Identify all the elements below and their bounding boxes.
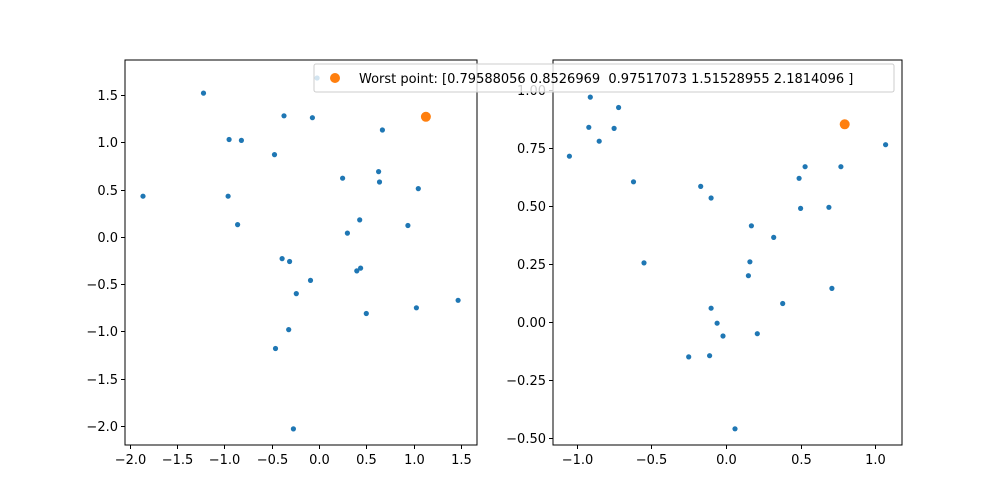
data-point [344,230,350,236]
data-point [611,125,617,131]
data-point [771,234,777,240]
y-tick-label: −1.5 [86,373,118,388]
y-tick-label: −1.0 [86,325,118,340]
x-tick-label: 1.0 [865,453,886,468]
x-tick-label: −0.5 [257,453,289,468]
data-point [286,327,292,333]
axes-frame [552,59,903,446]
data-point [732,426,738,432]
data-point [415,186,421,192]
y-tick-label: 0.5 [97,184,118,199]
data-point [379,127,385,133]
data-point [354,268,360,274]
right-scatter-plot: −1.0 −0.5 0.0 0.5 1.0 −0.50 −0.25 0.00 0.25 0.50 0… [506,59,903,468]
data-point [455,297,461,303]
data-point [798,205,804,211]
data-point [698,183,704,189]
legend-marker-worst-point [330,73,340,83]
data-point [225,193,231,199]
x-tick-label: 0.5 [356,453,377,468]
worst-point-marker [839,119,850,130]
data-point [358,265,364,271]
legend: Worst point: [0.79588056 0.8526969 0.975… [313,63,895,93]
data-point [780,300,786,307]
legend-label-worst-point: Worst point: [0.79588056 0.8526969 0.975… [359,72,853,87]
y-tick-label: −0.50 [506,432,546,447]
y-tick-label: 1.0 [97,136,118,151]
y-tick-label: −0.5 [86,278,118,293]
data-point [272,345,279,352]
data-point [226,136,232,143]
y-tick-label: 0.50 [517,200,546,215]
data-point [413,305,419,311]
data-point [357,217,363,223]
worst-point-marker [420,111,431,122]
x-tick-label: 1.0 [404,453,425,468]
data-point [708,305,714,311]
data-point [279,256,285,262]
x-tick-label: 0.0 [309,453,330,468]
x-tick-label: 0.5 [791,453,812,468]
y-tick-label: 0.0 [97,231,118,246]
y-tick-label: −0.25 [506,374,546,389]
data-point [405,222,411,229]
data-point [596,138,602,144]
data-point [235,222,241,228]
data-point [376,169,382,175]
x-tick-label: −1.0 [562,453,594,468]
data-point [290,426,296,432]
data-point [708,195,714,201]
data-point [641,260,647,266]
x-tick-label: 1.5 [451,453,472,468]
y-tick-label: −2.0 [86,420,118,435]
data-point [754,331,760,337]
data-point [802,164,808,170]
data-point [307,277,314,283]
data-point [309,115,315,121]
data-point [720,333,726,339]
legend-frame [313,63,895,93]
data-point [200,90,207,96]
data-point [796,175,802,181]
data-point [340,175,346,181]
data-point [826,204,832,210]
x-tick-label: −0.5 [636,453,668,468]
data-point [745,273,752,279]
data-point [566,153,573,159]
data-point [586,124,592,130]
data-point [293,291,299,297]
axes-frame [124,59,478,446]
data-point [707,353,713,359]
y-tick-label: 1.5 [97,89,118,104]
x-tick-label: −1.0 [209,453,241,468]
data-point [686,354,692,360]
x-tick-label: −2.0 [115,453,147,468]
data-point [238,137,244,143]
data-point [748,223,755,229]
data-point [363,310,369,317]
data-point [616,104,622,111]
data-point [714,320,720,326]
data-point [587,94,593,100]
data-point [829,285,835,291]
x-tick-label: −1.5 [162,453,194,468]
x-tick-label: 0.0 [716,453,737,468]
data-point [747,259,753,265]
y-tick-label: 0.75 [517,142,546,157]
y-tick-label: 0.25 [517,258,546,273]
data-point [287,258,293,265]
data-point [271,152,278,158]
data-point [376,179,383,185]
data-point [883,142,889,148]
y-tick-label: 0.00 [517,316,546,331]
data-point [838,164,844,170]
data-point [630,179,637,185]
data-point [140,193,146,199]
left-scatter-plot: −2.0 −1.5 −1.0 −0.5 0.0 0.5 1.0 1.5 −2.0 −1.5 −1.0… [86,59,478,468]
data-point [281,113,287,119]
